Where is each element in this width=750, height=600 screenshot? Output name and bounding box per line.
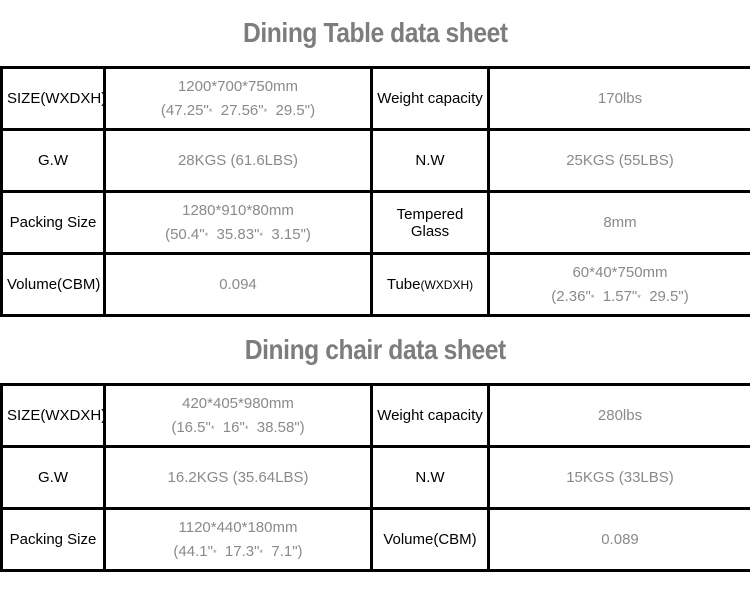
value-cell-volume: 0.089 (487, 507, 750, 572)
table-row: Packing Size 1280*910*80mm (50.4"* 35.83… (0, 190, 750, 255)
value-cell-size: 420*405*980mm (16.5"* 16"* 38.58") (103, 383, 373, 448)
value-cell-nw: 15KGS (33LBS) (487, 445, 750, 510)
value-cell-packing-size: 1120*440*180mm (44.1"* 17.3"* 7.1") (103, 507, 373, 572)
table-row: G.W 16.2KGS (35.64LBS) N.W 15KGS (33LBS) (0, 445, 750, 510)
value-cell-tempered-glass: 8mm (487, 190, 750, 255)
label-cell-size: SIZE(WXDXH) (0, 66, 106, 131)
value-cell-gw: 28KGS (61.6LBS) (103, 128, 373, 193)
tube-label-suffix: (WXDXH) (420, 278, 474, 292)
label-cell-packing-size: Packing Size (0, 507, 106, 572)
dining-table-title: Dining Table data sheet (0, 0, 750, 66)
value-cell-packing-size: 1280*910*80mm (50.4"* 35.83"* 3.15") (103, 190, 373, 255)
value-cell-tube: 60*40*750mm (2.36"* 1.57"* 29.5") (487, 252, 750, 317)
dining-table-title-text: Dining Table data sheet (242, 17, 508, 48)
label-cell-tempered-glass: Tempered Glass (370, 190, 490, 255)
label-cell-volume: Volume(CBM) (0, 252, 106, 317)
tube-label-main: Tube (386, 276, 421, 293)
value-cell-size: 1200*700*750mm (47.25"* 27.56"* 29.5") (103, 66, 373, 131)
value-cell-nw: 25KGS (55LBS) (487, 128, 750, 193)
dining-chair-spec-table: SIZE(WXDXH) 420*405*980mm (16.5"* 16"* 3… (0, 383, 750, 572)
label-cell-weight-capacity: Weight capacity (370, 383, 490, 448)
table-row: Volume(CBM) 0.094 Tube(WXDXH) 60*40*750m… (0, 252, 750, 317)
dining-chair-title: Dining chair data sheet (0, 317, 750, 383)
label-cell-nw: N.W (370, 445, 490, 510)
label-cell-nw: N.W (370, 128, 490, 193)
label-cell-weight-capacity: Weight capacity (370, 66, 490, 131)
value-cell-weight-capacity: 280lbs (487, 383, 750, 448)
label-cell-packing-size: Packing Size (0, 190, 106, 255)
label-cell-volume: Volume(CBM) (370, 507, 490, 572)
value-cell-gw: 16.2KGS (35.64LBS) (103, 445, 373, 510)
table-row: G.W 28KGS (61.6LBS) N.W 25KGS (55LBS) (0, 128, 750, 193)
label-cell-gw: G.W (0, 445, 106, 510)
dining-table-spec-table: SIZE(WXDXH) 1200*700*750mm (47.25"* 27.5… (0, 66, 750, 317)
table-row: SIZE(WXDXH) 1200*700*750mm (47.25"* 27.5… (0, 66, 750, 131)
label-cell-size: SIZE(WXDXH) (0, 383, 106, 448)
label-cell-tube: Tube(WXDXH) (370, 252, 490, 317)
table-row: SIZE(WXDXH) 420*405*980mm (16.5"* 16"* 3… (0, 383, 750, 448)
value-cell-weight-capacity: 170lbs (487, 66, 750, 131)
value-cell-volume: 0.094 (103, 252, 373, 317)
table-row: Packing Size 1120*440*180mm (44.1"* 17.3… (0, 507, 750, 572)
dining-chair-title-text: Dining chair data sheet (244, 334, 506, 365)
label-cell-gw: G.W (0, 128, 106, 193)
